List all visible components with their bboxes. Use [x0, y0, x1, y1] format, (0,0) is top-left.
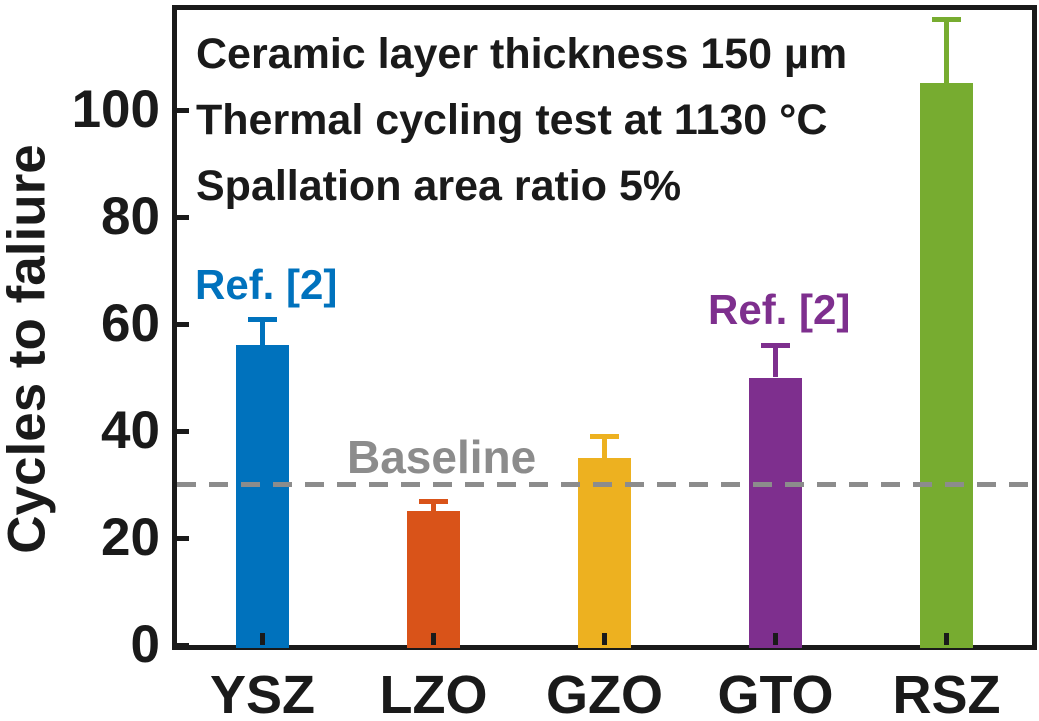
bar-gzo	[578, 457, 631, 648]
x-tick	[602, 633, 607, 645]
error-bar-cap-lzo	[419, 498, 448, 504]
y-tick-label: 40	[101, 401, 160, 460]
error-bar-line-lzo	[431, 500, 436, 512]
error-bar-line-gto	[773, 345, 778, 378]
y-tick-label: 20	[101, 508, 160, 567]
y-tick	[177, 642, 189, 648]
y-tick-label: 60	[101, 294, 160, 353]
bar-gto	[749, 377, 802, 648]
y-tick	[177, 321, 189, 327]
x-tick	[260, 633, 265, 645]
x-tick	[773, 633, 778, 645]
x-tick-label-ysz: YSZ	[209, 665, 316, 721]
x-tick-label-gzo: GZO	[546, 665, 663, 721]
error-bar-cap-rsz	[932, 17, 961, 23]
y-tick	[177, 535, 189, 541]
bar-ysz	[236, 345, 289, 648]
bar-rsz	[920, 83, 973, 648]
error-bar-cap-gzo	[590, 434, 619, 440]
ref-label-ysz: Ref. [2]	[195, 261, 338, 308]
error-bar-cap-ysz	[248, 316, 277, 322]
x-tick-label-lzo: LZO	[379, 665, 488, 721]
y-tick-label: 100	[71, 80, 160, 139]
y-axis-label: Cycles to faliure	[0, 144, 57, 554]
baseline-dashed-line	[177, 482, 1032, 487]
x-tick-label-rsz: RSZ	[892, 665, 1001, 721]
baseline-label: Baseline	[347, 431, 537, 483]
error-bar-line-ysz	[260, 318, 265, 346]
y-tick	[177, 214, 189, 220]
y-tick	[177, 428, 189, 434]
error-bar-line-gzo	[602, 436, 607, 458]
x-tick	[944, 633, 949, 645]
annotation-line-1: Ceramic layer thickness 150 µm	[196, 30, 848, 78]
annotation-line-2: Thermal cycling test at 1130 °C	[196, 96, 828, 144]
y-tick-label: 80	[101, 187, 160, 246]
annotation-block: Ceramic layer thickness 150 µm Thermal c…	[196, 21, 847, 219]
ref-label-gto: Ref. [2]	[708, 286, 851, 333]
y-tick	[177, 107, 189, 113]
y-tick-label: 0	[130, 615, 160, 674]
bar-lzo	[407, 511, 460, 648]
x-tick-label-gto: GTO	[717, 665, 834, 721]
annotation-line-3: Spallation area ratio 5%	[196, 162, 682, 210]
x-tick	[431, 633, 436, 645]
error-bar-line-rsz	[944, 19, 949, 84]
error-bar-cap-gto	[761, 343, 790, 349]
